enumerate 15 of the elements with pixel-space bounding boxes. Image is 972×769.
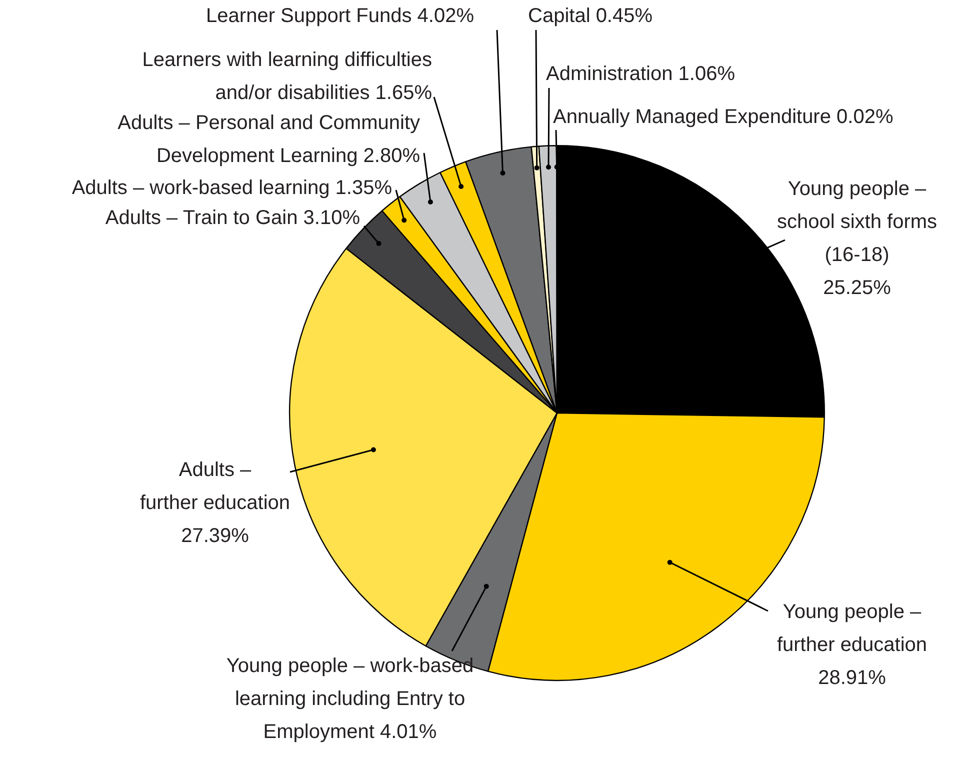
slice-label: Young people – school sixth forms (16-18): [776, 178, 938, 266]
slice-label: Learner Support Funds 4.02%: [206, 5, 474, 27]
slice-label: Adults – further education: [140, 459, 290, 514]
slice-label: Adults – Train to Gain 3.10%: [105, 207, 360, 229]
slice-label: Administration 1.06%: [546, 63, 736, 85]
slice-label: Young people – work-based learning including Entry to Employment 4.01%: [226, 655, 474, 743]
data-label: 28.91%: [818, 667, 886, 689]
slice-label: Capital 0.45%: [528, 5, 653, 27]
slice-label: Adults – Personal and Community Development Learning 2.80%: [118, 112, 420, 167]
slice-label: Young people – further education: [776, 601, 928, 656]
data-label: 25.25%: [823, 277, 892, 299]
data-label: 27.39%: [181, 525, 250, 547]
slice-label: Adults – work-based learning 1.35%: [72, 177, 392, 199]
slice-label: Learners with learning difficulties and/or disabilities 1.65%: [142, 49, 432, 104]
slice-label: Annually Managed Expenditure 0.02%: [553, 106, 894, 128]
